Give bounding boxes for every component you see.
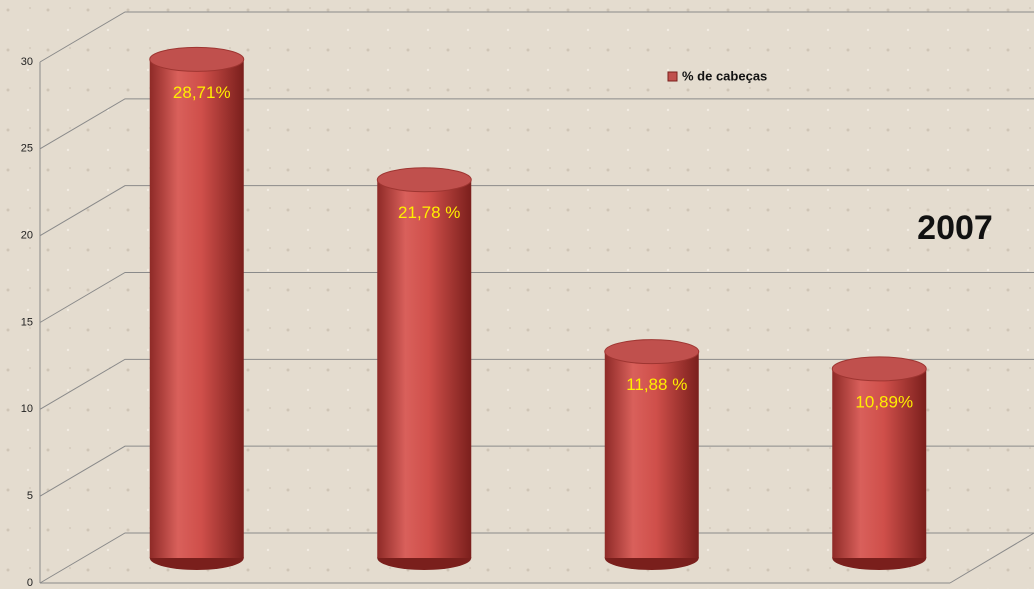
- y-tick-label: 20: [21, 230, 33, 242]
- grid-line: [39, 358, 1034, 410]
- y-tick-label: 5: [27, 490, 33, 502]
- y-tick-label: 10: [21, 403, 33, 415]
- grid-line: [39, 272, 1034, 323]
- bar-top: [831, 356, 927, 382]
- y-tick-label: 15: [21, 316, 33, 328]
- floor-edge: [949, 532, 1034, 584]
- grid-line: [39, 11, 1034, 63]
- y-tick-label: 25: [21, 143, 33, 155]
- annotation: 2007: [917, 209, 993, 247]
- data-label: 11,88 %: [626, 375, 687, 394]
- grid-line: [39, 185, 1034, 237]
- grid-line: [39, 445, 1034, 497]
- legend-label: % de cabeças: [682, 68, 767, 83]
- bar: [149, 59, 244, 558]
- data-label: 28,71%: [173, 83, 231, 102]
- data-label: 10,89%: [855, 392, 913, 411]
- bar: [832, 368, 927, 558]
- bar: [377, 179, 472, 558]
- y-tick-label: 0: [27, 577, 33, 589]
- bar: [604, 351, 699, 558]
- bar-top: [376, 167, 472, 193]
- data-label: 21,78 %: [398, 203, 460, 222]
- legend-swatch: [667, 71, 678, 82]
- bar-top: [604, 339, 700, 365]
- grid-line: [39, 98, 1034, 150]
- grid: 0 5 10 15 20 25 30: [21, 11, 1034, 589]
- y-tick-label: 30: [21, 56, 33, 68]
- bar-top: [149, 46, 245, 72]
- bars: 28,71% 21,78 % 11,88 % 10,89%: [149, 46, 927, 570]
- grid-line: [39, 532, 1034, 584]
